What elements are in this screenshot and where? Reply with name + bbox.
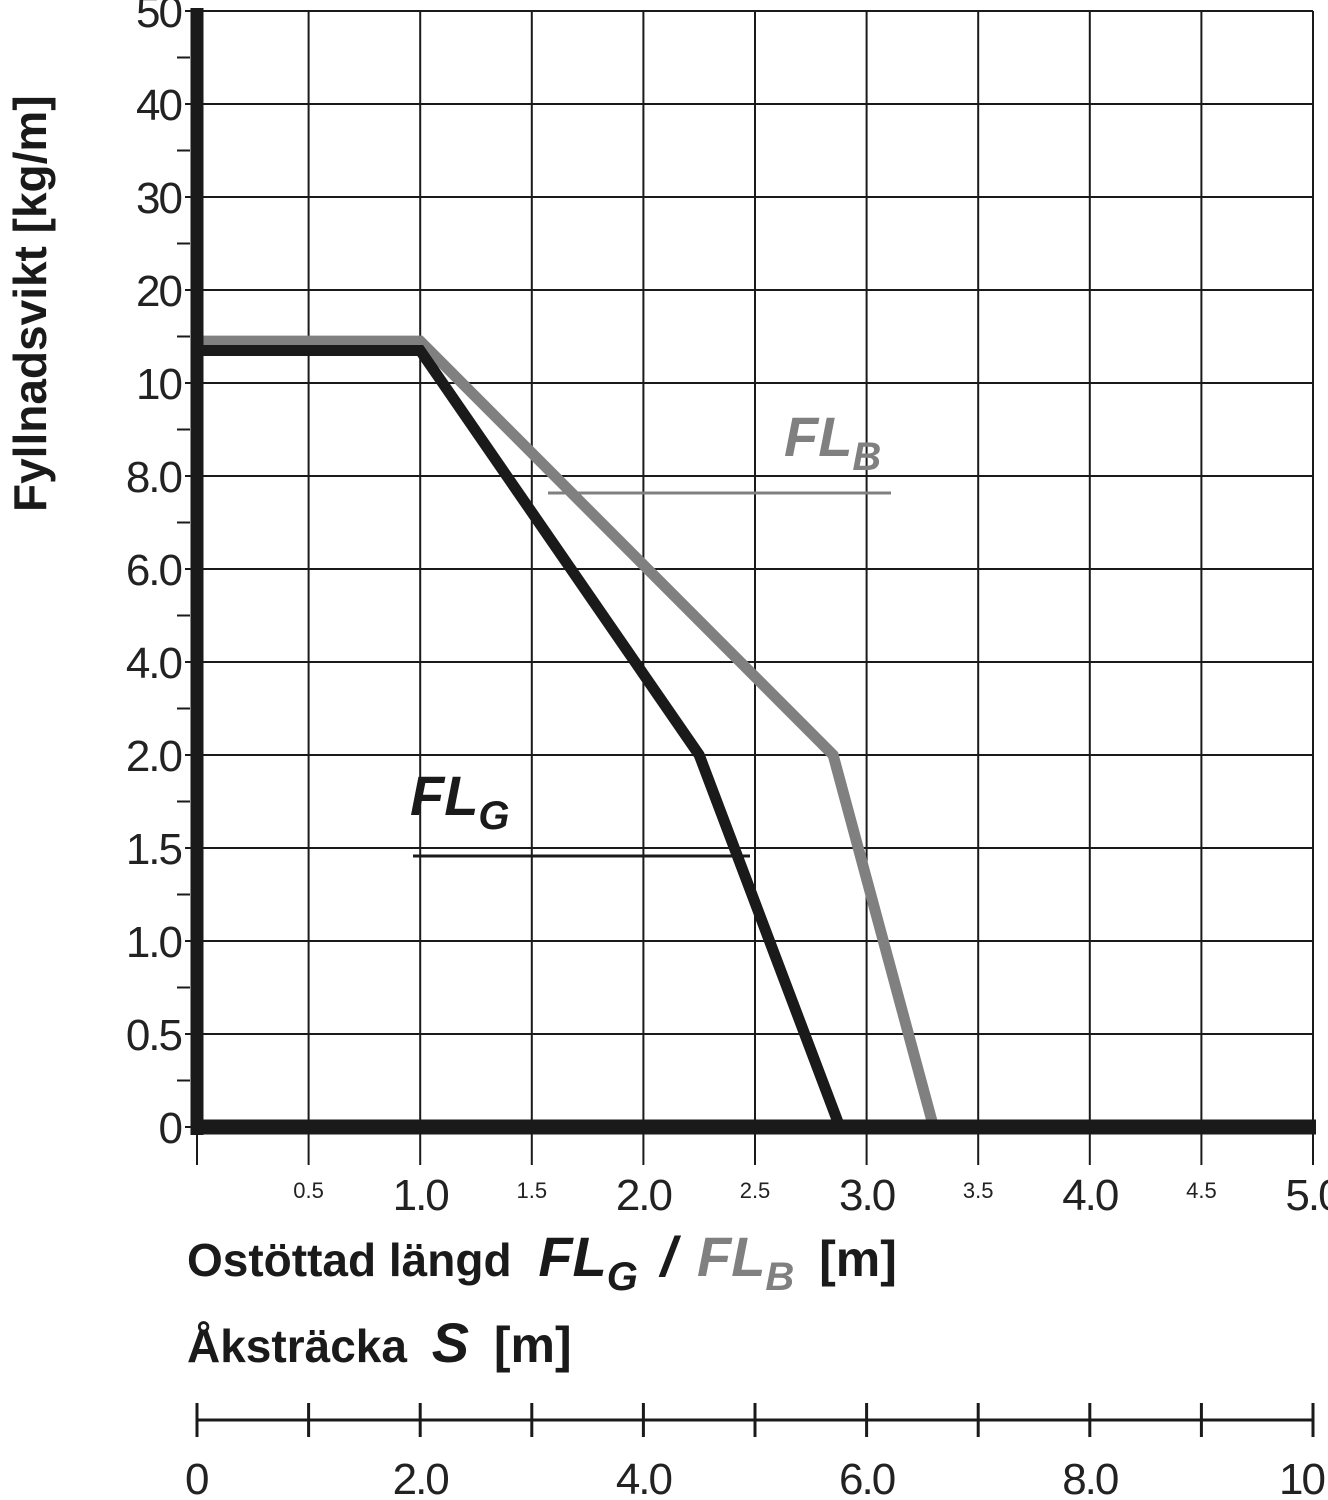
series-lines xyxy=(197,335,939,1129)
y-tick-label: 10 xyxy=(136,360,181,409)
y-tick-label: 30 xyxy=(136,174,181,223)
svg-text:FLG: FLG xyxy=(410,764,510,838)
x-tick-label-minor: 4.5 xyxy=(1186,1178,1217,1203)
secondary-axis-title: Åksträcka S [m] xyxy=(187,1311,572,1374)
secondary-tick-label: 0 xyxy=(185,1455,208,1500)
x-axis-title-flb-sub: B xyxy=(765,1255,794,1299)
x-tick-label-major: 1.0 xyxy=(393,1171,449,1220)
x-axis-title: Ostöttad längd FLG / FLB [m] xyxy=(187,1225,897,1300)
y-tick-label: 1.5 xyxy=(126,825,182,874)
y-tick-label: 20 xyxy=(136,267,181,316)
y-tick-label: 0.5 xyxy=(126,1011,182,1060)
y-tick-label: 50 xyxy=(136,0,181,37)
y-tick-label: 4.0 xyxy=(126,639,182,688)
x-axis-title-flg: FL xyxy=(538,1225,606,1288)
x-axis-ticks: 1.0 2.0 3.0 4.0 5.0 0.5 1.5 2.5 3.5 4.5 xyxy=(196,1127,1328,1220)
grid xyxy=(185,10,1314,1128)
secondary-tick-label: 6.0 xyxy=(839,1455,895,1500)
secondary-axis-title-prefix: Åksträcka xyxy=(187,1320,407,1372)
x-tick-label-minor: 1.5 xyxy=(517,1178,548,1203)
x-tick-label-major: 5.0 xyxy=(1285,1171,1328,1220)
x-axis-title-flb: FL xyxy=(697,1225,765,1288)
series-line-flg xyxy=(197,344,845,1129)
series-label-flb-sub: B xyxy=(852,435,881,479)
x-tick-label-minor: 0.5 xyxy=(293,1178,324,1203)
y-axis-title: Fyllnadsvikt [kg/m] xyxy=(4,95,56,512)
svg-text:FLB: FLB xyxy=(784,405,881,479)
secondary-tick-label: 8.0 xyxy=(1062,1455,1118,1500)
x-tick-label-minor: 2.5 xyxy=(740,1178,771,1203)
x-tick-label-major: 4.0 xyxy=(1062,1171,1118,1220)
secondary-tick-label: 4.0 xyxy=(616,1455,672,1500)
y-tick-label: 0 xyxy=(159,1104,182,1153)
x-tick-label-major: 3.0 xyxy=(839,1171,895,1220)
y-tick-label: 1.0 xyxy=(126,918,182,967)
series-label-flg-main: FL xyxy=(410,764,478,827)
secondary-axis: 0 2.0 4.0 6.0 8.0 10 xyxy=(185,1403,1327,1500)
series-label-flg-sub: G xyxy=(478,794,509,838)
y-axis-ticks: 0 0.5 1.0 1.5 2.0 4.0 6.0 8.0 10 20 30 40 50 xyxy=(126,0,190,1153)
secondary-tick-label: 2.0 xyxy=(393,1455,449,1500)
x-tick-label-minor: 3.5 xyxy=(963,1178,994,1203)
secondary-axis-title-unit: [m] xyxy=(494,1317,572,1373)
x-axis-title-flg-sub: G xyxy=(607,1255,638,1299)
x-axis-title-prefix: Ostöttad längd xyxy=(187,1234,512,1286)
series-label-flg: FLG xyxy=(410,764,750,858)
y-tick-label: 8.0 xyxy=(126,453,182,502)
y-tick-label: 2.0 xyxy=(126,732,182,781)
x-axis-title-separator: / xyxy=(658,1225,682,1288)
x-tick-label-major: 2.0 xyxy=(616,1171,672,1220)
secondary-tick-label: 10 xyxy=(1279,1455,1324,1500)
x-axis-title-unit: [m] xyxy=(819,1231,897,1287)
y-tick-label: 40 xyxy=(136,81,181,130)
series-line-flb xyxy=(197,335,939,1129)
series-label-flb-main: FL xyxy=(784,405,852,468)
secondary-axis-title-var: S xyxy=(432,1311,469,1374)
y-tick-label: 6.0 xyxy=(126,546,182,595)
series-label-flb: FLB xyxy=(548,405,891,495)
